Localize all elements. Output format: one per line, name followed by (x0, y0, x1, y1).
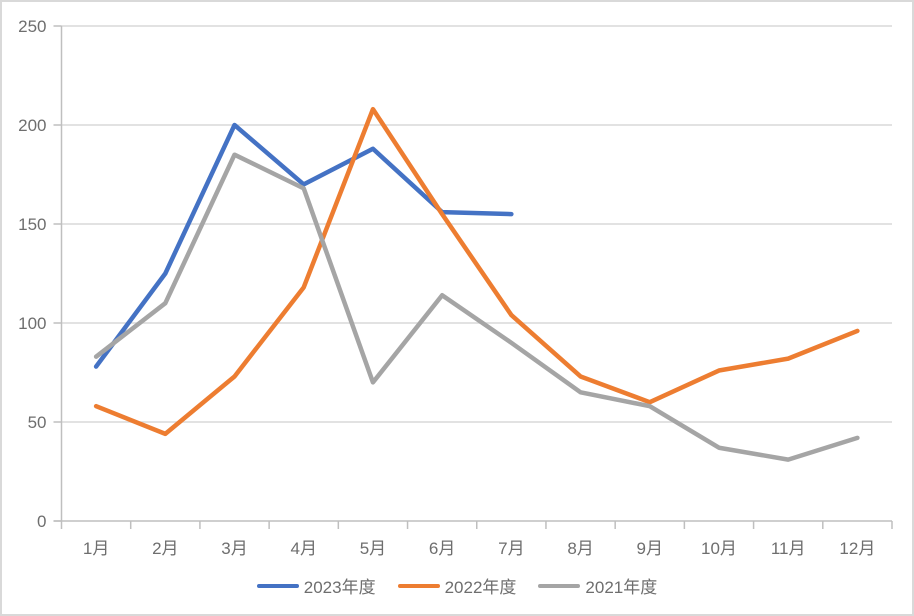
x-tick-label-10: 10月 (701, 539, 737, 558)
legend-swatch-2021 (538, 583, 581, 588)
x-tick-label-11: 11月 (771, 539, 806, 558)
y-tick-label-150: 150 (18, 215, 46, 234)
x-tick-label-3: 3月 (221, 539, 247, 558)
x-tick-label-7: 7月 (498, 539, 524, 558)
x-tick-label-4: 4月 (290, 539, 316, 558)
legend-swatch-2023 (256, 583, 299, 588)
y-tick-label-100: 100 (18, 314, 46, 333)
legend-item-2022: 2022年度 (397, 573, 517, 598)
x-tick-label-1: 1月 (83, 539, 109, 558)
x-tick-label-2: 2月 (152, 539, 178, 558)
chart-legend: 2023年度 2022年度 2021年度 (2, 573, 912, 598)
series-line-2023年度 (93, 122, 514, 369)
y-tick-label-50: 50 (28, 413, 47, 432)
y-tick-label-250: 250 (18, 17, 46, 36)
legend-swatch-2022 (397, 583, 440, 588)
legend-label-2023: 2023年度 (303, 578, 376, 597)
y-tick-label-0: 0 (37, 512, 46, 531)
series-line-2021年度 (93, 152, 860, 462)
x-tick-label-12: 12月 (839, 539, 875, 558)
x-tick-label-8: 8月 (567, 539, 593, 558)
legend-item-2023: 2023年度 (256, 573, 376, 598)
y-tick-label-200: 200 (18, 116, 46, 135)
x-tick-label-6: 6月 (429, 539, 455, 558)
series-line-2022年度 (93, 106, 860, 437)
x-tick-label-9: 9月 (637, 539, 663, 558)
legend-item-2021: 2021年度 (538, 573, 657, 598)
legend-label-2021: 2021年度 (585, 578, 658, 597)
x-tick-label-5: 5月 (360, 539, 386, 558)
legend-label-2022: 2022年度 (444, 578, 517, 597)
